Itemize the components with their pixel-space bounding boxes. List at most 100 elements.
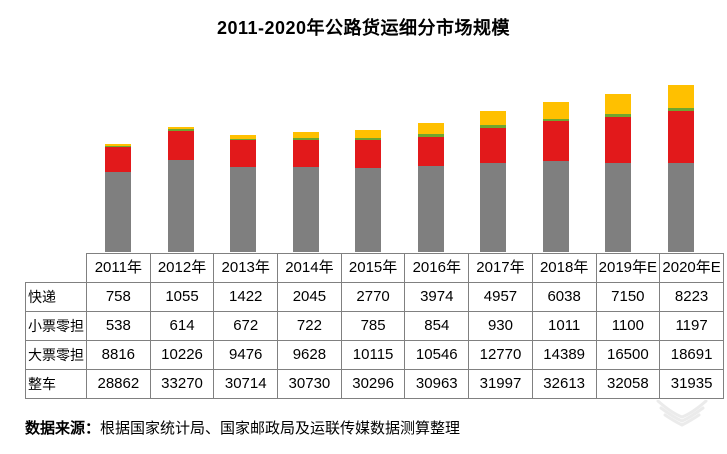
table-cell: 758 xyxy=(86,282,151,312)
table-corner-cell xyxy=(26,254,87,283)
table-row-express: 快递 758 1055 1422 2045 2770 3974 4957 603… xyxy=(25,282,724,312)
bar-segment-整车 xyxy=(480,163,507,252)
bar-segment-大票零担 xyxy=(480,127,507,164)
table-cell: 16500 xyxy=(595,340,661,370)
bar-column-2013年 xyxy=(212,66,275,252)
row-label-express: 快递 xyxy=(25,282,87,312)
watermark-wings-icon xyxy=(656,400,708,427)
table-cell: 1055 xyxy=(149,282,215,312)
bar-segment-大票零担 xyxy=(605,117,632,163)
bar-segment-大票零担 xyxy=(667,111,694,164)
bar-segment-大票零担 xyxy=(355,139,382,168)
bar-column-2012年 xyxy=(150,66,213,252)
data-table: 2011年 2012年 2013年 2014年 2015年 2016年 2017… xyxy=(25,253,724,399)
table-cell: 9628 xyxy=(277,340,342,370)
table-cell: 31997 xyxy=(468,369,533,399)
bar-segment-整车 xyxy=(417,166,444,252)
data-source-label: 数据来源： xyxy=(25,420,101,437)
col-header-2014: 2014年 xyxy=(277,253,342,283)
table-row-small-ltl: 小票零担 538 614 672 722 785 854 930 1011 11… xyxy=(25,311,724,341)
table-cell: 8223 xyxy=(659,282,724,312)
table-cell: 12770 xyxy=(468,340,533,370)
bar-segment-快递 xyxy=(480,111,507,126)
bar-segment-快递 xyxy=(417,123,444,135)
table-cell: 4957 xyxy=(468,282,533,312)
bar-segment-小票零担 xyxy=(167,129,194,132)
bar-segment-小票零担 xyxy=(355,137,382,140)
bar-segment-快递 xyxy=(542,101,569,119)
table-cell: 14389 xyxy=(531,340,597,370)
bar-segment-大票零担 xyxy=(417,136,444,166)
bar-segment-快递 xyxy=(230,134,257,139)
table-cell: 1197 xyxy=(659,311,724,341)
stacked-bar xyxy=(292,132,319,252)
stacked-bar xyxy=(480,111,507,252)
col-header-2018: 2018年 xyxy=(531,253,597,283)
table-cell: 785 xyxy=(340,311,406,341)
row-label-large-ltl: 大票零担 xyxy=(25,340,87,370)
data-source-text: 根据国家统计局、国家邮政局及运联传媒数据测算整理 xyxy=(100,420,461,437)
bar-segment-小票零担 xyxy=(605,114,632,118)
bar-column-2017年 xyxy=(462,66,525,252)
bar-segment-快递 xyxy=(167,126,194,130)
table-cell: 2770 xyxy=(340,282,406,312)
table-cell: 32058 xyxy=(595,369,661,399)
table-cell: 31935 xyxy=(659,369,724,399)
stacked-bar xyxy=(667,85,694,252)
table-cell: 930 xyxy=(468,311,533,341)
bar-segment-小票零担 xyxy=(230,138,257,141)
bar-segment-整车 xyxy=(355,167,382,252)
bar-column-2020年E xyxy=(650,66,713,252)
bar-segment-大票零担 xyxy=(542,121,569,162)
bar-segment-整车 xyxy=(542,161,569,252)
bar-segment-整车 xyxy=(605,162,632,252)
table-cell: 1100 xyxy=(595,311,661,341)
bar-column-2011年 xyxy=(87,66,150,252)
chart-title: 2011-2020年公路货运细分市场规模 xyxy=(216,18,511,38)
table-cell: 2045 xyxy=(277,282,342,312)
bar-segment-大票零担 xyxy=(230,140,257,167)
table-cell: 33270 xyxy=(149,369,215,399)
table-cell: 8816 xyxy=(86,340,151,370)
table-cell: 32613 xyxy=(531,369,597,399)
table-cell: 3974 xyxy=(404,282,470,312)
bar-segment-整车 xyxy=(667,163,694,252)
stacked-bar xyxy=(355,129,382,252)
table-cell: 1011 xyxy=(531,311,597,341)
table-header-row: 2011年 2012年 2013年 2014年 2015年 2016年 2017… xyxy=(26,253,724,283)
bar-segment-整车 xyxy=(167,159,194,252)
bar-segment-快递 xyxy=(605,94,632,115)
table-cell: 6038 xyxy=(531,282,597,312)
table-cell: 10115 xyxy=(340,340,406,370)
table-cell: 7150 xyxy=(595,282,661,312)
col-header-2011: 2011年 xyxy=(86,253,151,283)
table-cell: 30714 xyxy=(213,369,279,399)
table-cell: 28862 xyxy=(86,369,151,399)
table-cell: 30963 xyxy=(404,369,470,399)
bar-segment-小票零担 xyxy=(542,118,569,122)
data-source-note: 数据来源：根据国家统计局、国家邮政局及运联传媒数据测算整理 xyxy=(25,417,460,438)
col-header-2017: 2017年 xyxy=(468,253,533,283)
col-header-2013: 2013年 xyxy=(213,253,279,283)
bar-segment-快递 xyxy=(105,143,132,146)
bar-column-2016年 xyxy=(400,66,463,252)
table-cell: 9476 xyxy=(213,340,279,370)
col-header-2015: 2015年 xyxy=(340,253,406,283)
bar-column-2018年 xyxy=(525,66,588,252)
bar-segment-快递 xyxy=(292,132,319,138)
table-row-large-ltl: 大票零担 8816 10226 9476 9628 10115 10546 12… xyxy=(25,340,724,370)
stacked-bar xyxy=(605,94,632,252)
table-cell: 10226 xyxy=(149,340,215,370)
bar-column-2014年 xyxy=(275,66,338,252)
col-header-2016: 2016年 xyxy=(404,253,470,283)
row-label-small-ltl: 小票零担 xyxy=(25,311,87,341)
stacked-bar xyxy=(417,123,444,252)
col-header-2019e: 2019年E xyxy=(595,253,661,283)
table-cell: 30730 xyxy=(277,369,342,399)
table-cell: 854 xyxy=(404,311,470,341)
bar-segment-快递 xyxy=(667,85,694,109)
table-row-truckload: 整车 28862 33270 30714 30730 30296 30963 3… xyxy=(25,369,724,399)
table-cell: 18691 xyxy=(659,340,724,370)
bar-segment-快递 xyxy=(355,129,382,138)
